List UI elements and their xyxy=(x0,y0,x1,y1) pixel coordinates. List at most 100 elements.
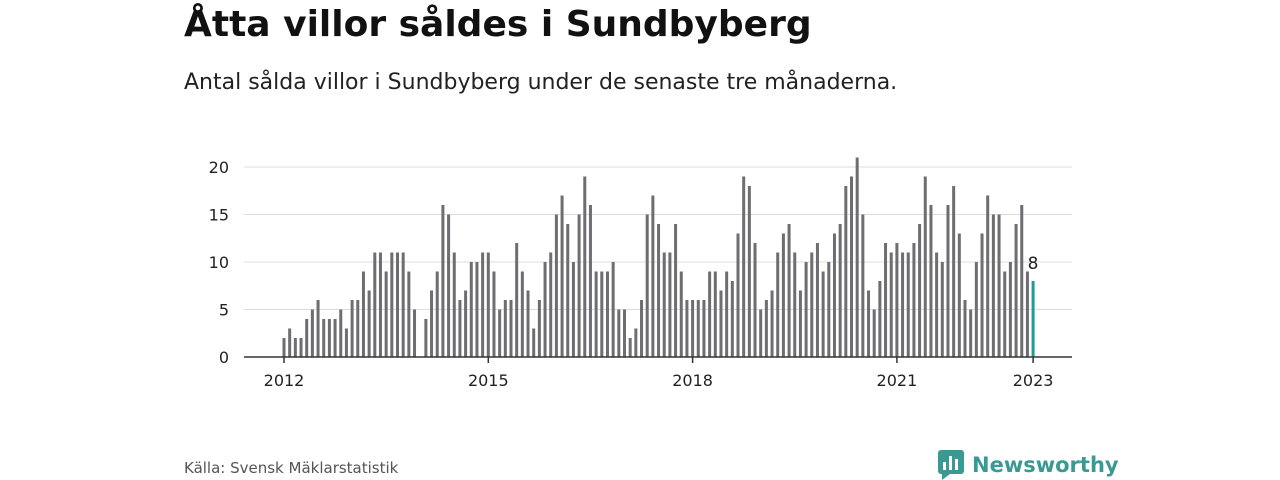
bar xyxy=(918,224,922,357)
bar xyxy=(1020,205,1024,357)
bar xyxy=(787,224,791,357)
bar xyxy=(1025,271,1029,357)
bar xyxy=(742,176,746,357)
bar xyxy=(889,252,893,357)
bar xyxy=(867,290,871,357)
bar xyxy=(793,252,797,357)
bar xyxy=(293,338,297,357)
bar xyxy=(333,319,337,357)
bar xyxy=(640,300,644,357)
bar xyxy=(503,300,507,357)
bar xyxy=(373,252,377,357)
bar xyxy=(986,195,990,357)
newsworthy-logo-icon xyxy=(938,450,964,480)
bar xyxy=(424,319,428,357)
bar xyxy=(730,281,734,357)
bar xyxy=(413,309,417,357)
bar xyxy=(560,195,564,357)
bar xyxy=(878,281,882,357)
bar xyxy=(855,157,859,357)
bar xyxy=(657,224,661,357)
bar xyxy=(764,300,768,357)
x-tick-label: 2015 xyxy=(468,371,509,390)
bar xyxy=(963,300,967,357)
bar xyxy=(827,262,831,357)
bar xyxy=(282,338,286,357)
bar xyxy=(430,290,434,357)
brand: Newsworthy xyxy=(938,450,1119,480)
bar xyxy=(713,271,717,357)
bar xyxy=(305,319,309,357)
bar xyxy=(702,300,706,357)
x-tick-label: 2023 xyxy=(1013,371,1054,390)
bar xyxy=(759,309,763,357)
bar xyxy=(884,243,888,357)
bar xyxy=(322,319,326,357)
x-tick-label: 2021 xyxy=(877,371,918,390)
bar xyxy=(458,300,462,357)
bar xyxy=(952,186,956,357)
bar xyxy=(554,214,558,357)
bar xyxy=(344,328,348,357)
bar xyxy=(447,214,451,357)
bar xyxy=(895,243,899,357)
bar xyxy=(520,271,524,357)
bar xyxy=(861,214,865,357)
bar xyxy=(526,290,530,357)
bar xyxy=(798,290,802,357)
bar xyxy=(617,309,621,357)
x-tick-label: 2018 xyxy=(672,371,713,390)
bar xyxy=(753,243,757,357)
bar xyxy=(299,338,303,357)
bar xyxy=(906,252,910,357)
bar xyxy=(821,271,825,357)
bar xyxy=(600,271,604,357)
chart-title: Åtta villor såldes i Sundbyberg xyxy=(184,4,812,45)
bar xyxy=(435,271,439,357)
bar xyxy=(339,309,343,357)
bar xyxy=(396,252,399,357)
bar xyxy=(378,252,382,357)
bar xyxy=(969,309,973,357)
bar xyxy=(957,233,961,357)
bar xyxy=(577,214,581,357)
bar xyxy=(543,262,547,357)
bar xyxy=(1014,224,1018,357)
bar xyxy=(776,252,780,357)
chart-subtitle: Antal sålda villor i Sundbyberg under de… xyxy=(184,70,898,95)
bar xyxy=(356,300,360,357)
bar xyxy=(571,262,575,357)
x-tick-label: 2012 xyxy=(264,371,305,390)
source-note: Källa: Svensk Mäklarstatistik xyxy=(184,459,399,477)
bar xyxy=(980,233,984,357)
y-tick-label: 0 xyxy=(219,348,229,367)
bar xyxy=(810,252,814,357)
bar xyxy=(719,290,723,357)
bar xyxy=(537,300,541,357)
y-tick-label: 15 xyxy=(209,206,229,225)
bar xyxy=(361,271,365,357)
bar xyxy=(327,319,331,357)
bar xyxy=(815,243,819,357)
bar xyxy=(912,243,916,357)
bar xyxy=(929,205,933,357)
bar xyxy=(838,224,842,357)
y-tick-label: 5 xyxy=(219,301,229,320)
bar xyxy=(940,262,944,357)
bar xyxy=(634,328,638,357)
bar xyxy=(390,252,394,357)
bar xyxy=(441,205,445,357)
bar xyxy=(475,262,479,357)
bar xyxy=(486,252,490,357)
bar xyxy=(288,328,292,357)
bar xyxy=(1003,271,1007,357)
brand-name: Newsworthy xyxy=(972,453,1119,477)
bar xyxy=(384,271,388,357)
bar xyxy=(804,262,808,357)
bar xyxy=(310,309,314,357)
bar xyxy=(645,214,649,357)
bar xyxy=(691,300,695,357)
bar xyxy=(781,233,785,357)
bar xyxy=(350,300,354,357)
bar xyxy=(844,186,848,357)
